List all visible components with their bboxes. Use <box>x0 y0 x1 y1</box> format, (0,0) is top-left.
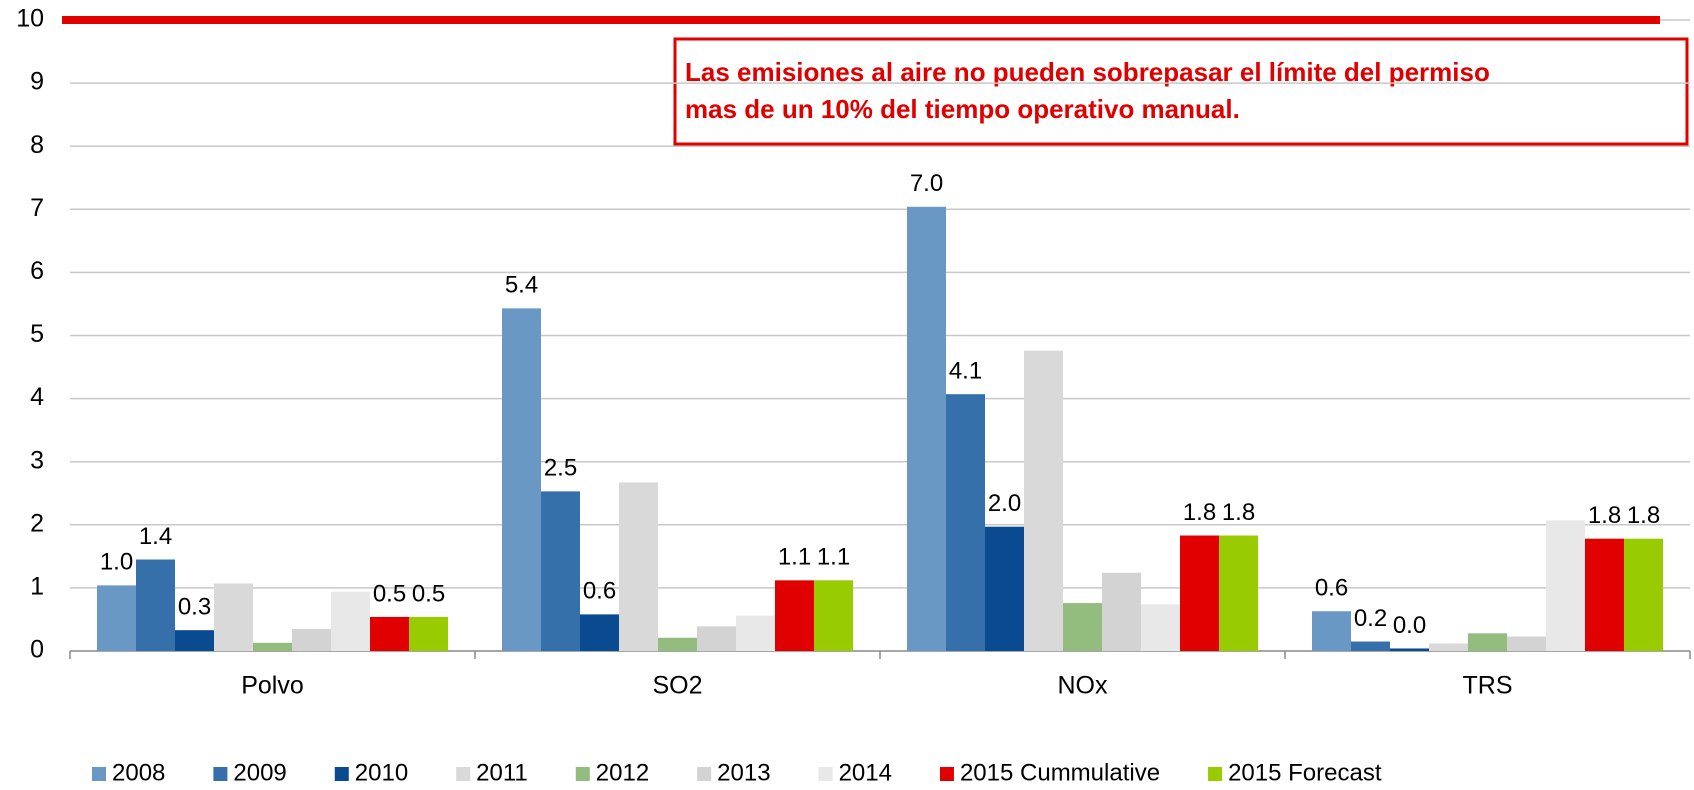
bar <box>814 580 853 651</box>
legend-swatch <box>213 767 228 781</box>
legend-swatch <box>92 767 106 781</box>
x-tick-label: SO2 <box>652 672 702 700</box>
legend-label: 2011 <box>476 759 528 786</box>
bar <box>370 616 409 651</box>
legend-label: 2009 <box>233 759 286 786</box>
bar <box>985 526 1024 651</box>
bar <box>541 491 580 651</box>
bar <box>97 585 136 651</box>
value-label: 0.5 <box>412 580 445 607</box>
bar <box>580 614 619 651</box>
value-label: 0.5 <box>373 580 406 607</box>
value-label: 0.6 <box>583 578 616 605</box>
value-label: 1.0 <box>100 549 133 576</box>
y-tick-label: 4 <box>30 383 44 411</box>
legend-swatch <box>575 767 590 781</box>
value-label: 1.8 <box>1627 502 1660 529</box>
legend-swatch <box>818 767 833 781</box>
bar <box>1390 648 1429 651</box>
bar <box>1468 633 1507 651</box>
value-label: 1.4 <box>139 523 172 550</box>
legend-label: 2010 <box>355 759 408 786</box>
value-label: 1.1 <box>817 544 850 571</box>
legend-label: 2012 <box>596 759 649 786</box>
annotation: Las emisiones al aire no pueden sobrepas… <box>685 57 1490 87</box>
value-label: 2.0 <box>988 490 1021 517</box>
legend-label: 2015 Cummulative <box>960 759 1160 786</box>
bar <box>214 583 253 651</box>
legend-swatch <box>456 767 471 781</box>
legend-swatch <box>1208 767 1223 781</box>
legend-label: 2008 <box>112 759 165 786</box>
bar <box>1507 636 1546 651</box>
y-tick-label: 6 <box>30 257 44 285</box>
value-label: 1.8 <box>1588 502 1621 529</box>
y-tick-label: 7 <box>30 194 44 222</box>
bar <box>697 626 736 651</box>
value-label: 0.2 <box>1354 605 1387 632</box>
bar <box>775 580 814 651</box>
y-tick-label: 8 <box>30 131 44 159</box>
bar <box>1180 535 1219 651</box>
bar <box>292 628 331 651</box>
x-tick-label: TRS <box>1463 672 1513 700</box>
value-label: 1.8 <box>1222 499 1255 526</box>
y-tick-label: 0 <box>30 636 44 664</box>
legend-label: 2014 <box>839 759 892 786</box>
y-tick-label: 10 <box>16 5 44 33</box>
bar <box>331 591 370 651</box>
bar <box>1063 603 1102 651</box>
bar <box>658 637 697 651</box>
bar <box>1624 538 1663 651</box>
value-label: 2.5 <box>544 455 577 482</box>
value-label: 0.0 <box>1393 612 1426 639</box>
y-tick-label: 5 <box>30 320 44 348</box>
bar <box>409 616 448 651</box>
annotation-box <box>673 37 1689 146</box>
bar <box>175 630 214 651</box>
x-tick-label: NOx <box>1058 672 1109 700</box>
value-label: 1.8 <box>1183 499 1216 526</box>
bar <box>253 642 292 651</box>
bar <box>619 482 658 651</box>
legend-swatch <box>939 767 954 781</box>
bar <box>1102 572 1141 651</box>
legend-swatch <box>334 767 349 781</box>
bar <box>946 394 985 651</box>
bar <box>1024 350 1063 651</box>
bar <box>1351 641 1390 651</box>
annotation: mas de un 10% del tiempo operativo manua… <box>685 94 1240 124</box>
y-tick-label: 2 <box>30 509 44 537</box>
bar <box>1219 535 1258 651</box>
bar <box>1546 520 1585 651</box>
value-label: 0.6 <box>1315 575 1348 602</box>
bar <box>1312 611 1351 651</box>
bar <box>907 206 946 651</box>
x-tick-label: Polvo <box>241 672 304 700</box>
bar <box>502 308 541 651</box>
legend-label: 2013 <box>717 759 770 786</box>
y-tick-label: 1 <box>30 573 44 601</box>
value-label: 7.0 <box>910 170 943 197</box>
value-label: 1.1 <box>778 544 811 571</box>
bar <box>736 615 775 651</box>
legend-swatch <box>697 767 712 781</box>
value-label: 0.3 <box>178 594 211 621</box>
bar <box>1141 604 1180 651</box>
bar <box>1585 538 1624 651</box>
value-label: 5.4 <box>505 272 538 299</box>
legend-label: 2015 Forecast <box>1228 759 1382 786</box>
y-tick-label: 9 <box>30 68 44 96</box>
bar <box>136 559 175 651</box>
bar <box>1429 643 1468 651</box>
value-label: 4.1 <box>949 358 982 385</box>
y-tick-label: 3 <box>30 446 44 474</box>
